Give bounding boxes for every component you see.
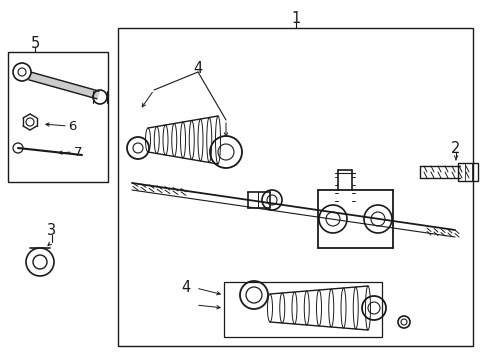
Text: 4: 4 xyxy=(193,60,202,76)
Text: 1: 1 xyxy=(291,10,300,26)
Text: 5: 5 xyxy=(30,36,40,50)
Text: 7: 7 xyxy=(74,145,82,158)
Text: 6: 6 xyxy=(68,120,76,132)
Bar xyxy=(118,28,472,346)
Text: 4: 4 xyxy=(181,280,190,296)
Text: 3: 3 xyxy=(47,222,57,238)
Polygon shape xyxy=(29,72,99,99)
Text: 2: 2 xyxy=(450,140,460,156)
Bar xyxy=(224,282,381,337)
Bar xyxy=(457,163,477,181)
Bar xyxy=(8,52,108,182)
